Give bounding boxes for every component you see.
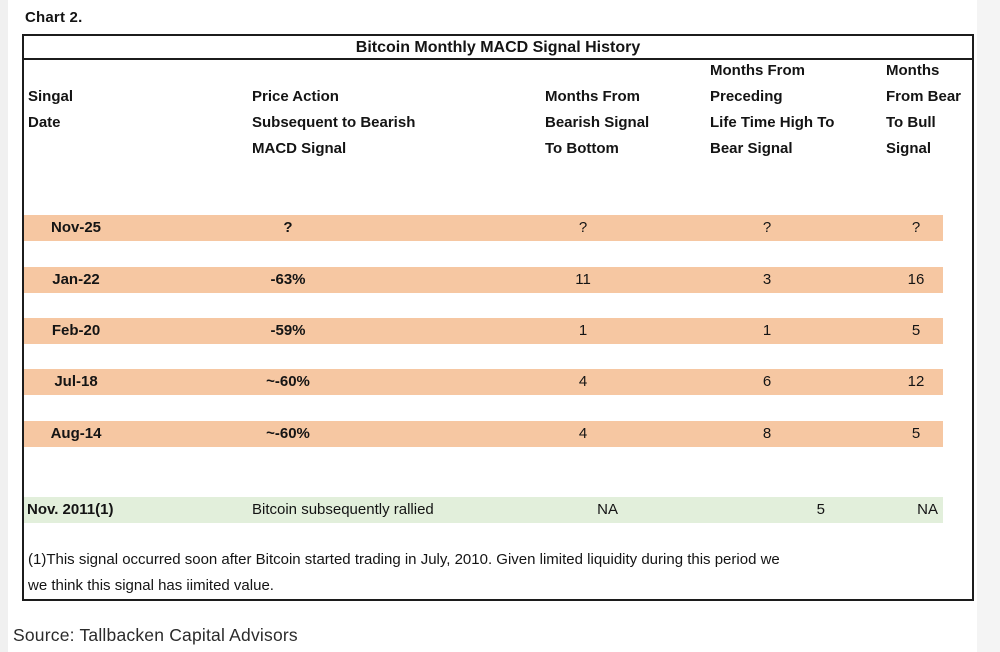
cell-signal-date: Jan-22 bbox=[52, 271, 100, 288]
cell-price-action: ? bbox=[283, 219, 293, 236]
cell-to-bull: 12 bbox=[907, 373, 925, 390]
table-row-nov-25: Nov-25 ? ? ? ? bbox=[24, 215, 943, 241]
cell-to-bottom: ? bbox=[578, 219, 588, 236]
cell-price-action: ~-60% bbox=[266, 425, 310, 442]
cell-to-bottom: 4 bbox=[578, 425, 588, 442]
cell-from-high: 1 bbox=[762, 322, 772, 339]
macd-signal-table: Bitcoin Monthly MACD Signal History Sing… bbox=[22, 34, 974, 601]
chart-label: Chart 2. bbox=[25, 9, 83, 26]
cell-signal-date: Jul-18 bbox=[54, 373, 98, 390]
cell-signal-date: Nov. 2011(1) bbox=[27, 501, 114, 518]
cell-to-bottom: NA bbox=[597, 501, 618, 518]
table-row-nov-2011: Nov. 2011(1) Bitcoin subsequently rallie… bbox=[24, 497, 943, 523]
cell-to-bull: 5 bbox=[911, 425, 921, 442]
cell-from-high: 5 bbox=[816, 501, 825, 518]
cell-to-bull: 16 bbox=[907, 271, 925, 288]
column-header-months-to-bottom: Months From Bearish Signal To Bottom bbox=[545, 88, 650, 157]
column-header-months-from-high: Months From Preceding Life Time High To … bbox=[710, 62, 835, 157]
source-line: Source: Tallbacken Capital Advisors bbox=[13, 625, 298, 645]
cell-from-high: ? bbox=[762, 219, 772, 236]
cell-from-high: 6 bbox=[762, 373, 772, 390]
cell-to-bull: NA bbox=[917, 501, 938, 518]
cell-from-high: 8 bbox=[762, 425, 772, 442]
cell-signal-date: Nov-25 bbox=[50, 219, 102, 236]
column-header-signal-date: Singal Date bbox=[28, 88, 74, 131]
cell-price-action: -63% bbox=[270, 271, 306, 288]
table-row-feb-20: Feb-20 -59% 1 1 5 bbox=[24, 318, 943, 344]
cell-to-bull: ? bbox=[911, 219, 921, 236]
table-title: Bitcoin Monthly MACD Signal History bbox=[24, 36, 972, 60]
column-header-months-to-bull: Months From Bear To Bull Signal bbox=[886, 62, 962, 157]
cell-price-action: Bitcoin subsequently rallied bbox=[252, 501, 434, 518]
cell-price-action: ~-60% bbox=[266, 373, 310, 390]
page-left-margin bbox=[0, 0, 8, 652]
cell-to-bottom: 4 bbox=[578, 373, 588, 390]
cell-signal-date: Feb-20 bbox=[51, 322, 101, 339]
cell-from-high: 3 bbox=[762, 271, 772, 288]
column-header-price-action: Price Action Subsequent to Bearish MACD … bbox=[252, 88, 416, 157]
cell-to-bull: 5 bbox=[911, 322, 921, 339]
page-right-margin bbox=[977, 0, 1000, 652]
footnote: (1)This signal occurred soon after Bitco… bbox=[28, 551, 780, 594]
table-row-aug-14: Aug-14 ~-60% 4 8 5 bbox=[24, 421, 943, 447]
cell-signal-date: Aug-14 bbox=[50, 425, 102, 442]
cell-price-action: -59% bbox=[270, 322, 306, 339]
table-row-jan-22: Jan-22 -63% 11 3 16 bbox=[24, 267, 943, 293]
cell-to-bottom: 1 bbox=[578, 322, 588, 339]
cell-to-bottom: 11 bbox=[575, 271, 591, 288]
table-row-jul-18: Jul-18 ~-60% 4 6 12 bbox=[24, 369, 943, 395]
